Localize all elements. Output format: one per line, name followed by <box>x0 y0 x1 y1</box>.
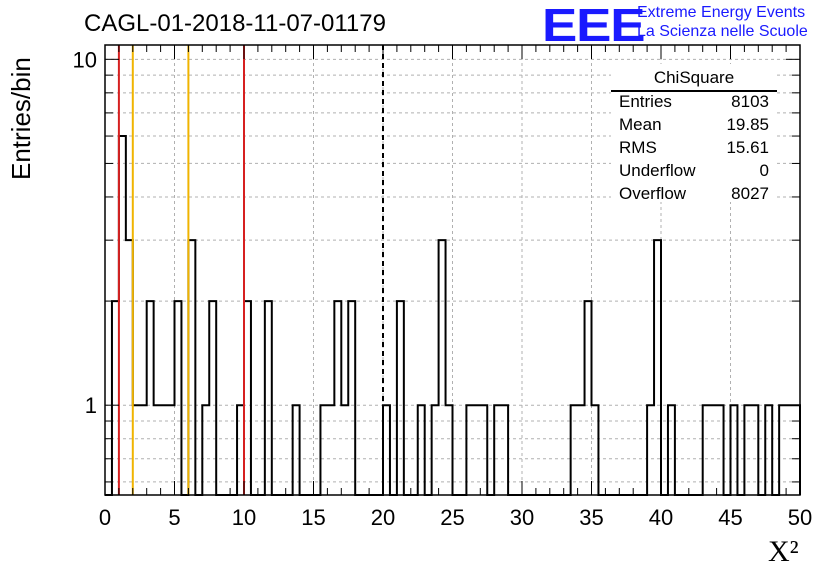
x-tick-label: 40 <box>649 505 673 530</box>
stats-divider <box>611 90 777 92</box>
stats-key: Entries <box>619 92 672 111</box>
histogram-bin <box>585 301 592 495</box>
x-tick-label: 0 <box>99 505 111 530</box>
x-tick-label: 10 <box>232 505 256 530</box>
x-tick-label: 15 <box>301 505 325 530</box>
histogram-bin <box>334 301 341 495</box>
histogram-bin <box>348 301 355 495</box>
stats-key: Overflow <box>619 184 687 203</box>
stats-value: 0 <box>759 161 769 180</box>
stats-box: ChiSquare Entries 8103 Mean 19.85 RMS 15… <box>611 64 777 203</box>
histogram-bin <box>175 301 182 495</box>
logo-line-2: La Scienza nelle Scuole <box>637 23 808 40</box>
stats-key: Underflow <box>619 161 696 180</box>
histogram-bin <box>147 301 154 495</box>
y-tick-label: 10 <box>73 47 97 72</box>
eee-logo: EEE <box>542 0 646 51</box>
x-tick-label: 50 <box>788 505 812 530</box>
x-tick-label: 25 <box>440 505 464 530</box>
stats-value: 8027 <box>731 184 769 203</box>
histogram-bin <box>439 240 446 495</box>
histogram-bin <box>119 136 126 495</box>
stats-value: 15.61 <box>726 138 769 157</box>
histogram-bin <box>126 240 133 495</box>
x-tick-label: 45 <box>718 505 742 530</box>
logo-line-1: Extreme Energy Events <box>637 4 806 21</box>
stats-key: RMS <box>619 138 657 157</box>
stats-value: 19.85 <box>726 115 769 134</box>
x-tick-label: 20 <box>371 505 395 530</box>
stats-key: Mean <box>619 115 662 134</box>
chart-title: CAGL-01-2018-11-07-01179 <box>84 10 386 37</box>
histogram-bin <box>209 301 216 495</box>
x-tick-label: 5 <box>168 505 180 530</box>
y-axis-label: Entries/bin <box>6 57 36 180</box>
histogram-bin <box>654 240 661 495</box>
x-axis-label: X² <box>768 535 799 568</box>
histogram-bin <box>188 240 195 495</box>
stats-value: 8103 <box>731 92 769 111</box>
histogram-bin <box>244 301 251 495</box>
histogram-bin <box>112 301 119 495</box>
histogram-bin <box>397 301 404 495</box>
x-tick-label: 30 <box>510 505 534 530</box>
stats-name: ChiSquare <box>653 68 735 87</box>
histogram-bin <box>265 301 272 495</box>
y-tick-label: 1 <box>85 393 97 418</box>
x-tick-label: 35 <box>579 505 603 530</box>
